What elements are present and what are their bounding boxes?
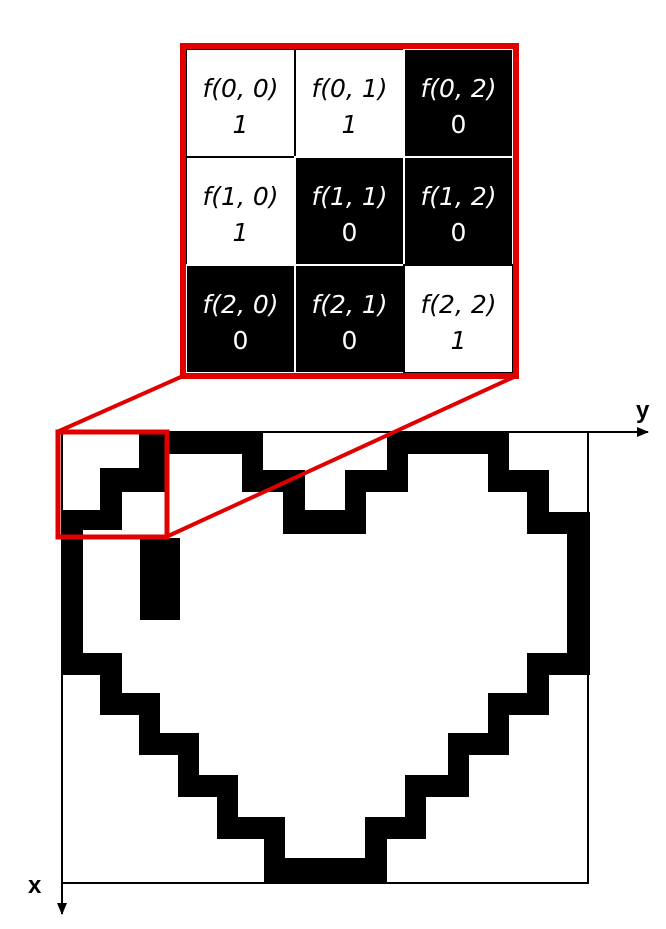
zoom-cell-label: f(0, 0) [202,74,278,103]
zoom-cell-label: f(1, 2) [420,182,496,211]
zoom-cell-value: 0 [451,110,467,139]
zoom-cell-2-0 [185,264,296,374]
zoom-cell-label: f(1, 0) [202,182,278,211]
heart-pixel-art [62,432,590,883]
zoom-cell-value: 0 [342,218,358,247]
zoom-cell-0-2 [403,48,514,158]
zoom-callout-line-left [56,374,184,434]
zoom-cell-1-2 [403,156,514,266]
zoom-cell-1-0 [185,156,296,266]
zoom-cell-2-1 [294,264,405,374]
zoom-cell-0-0 [185,48,296,158]
zoom-cell-label: f(0, 2) [420,74,496,103]
zoom-cell-value: 1 [342,110,358,139]
highlight-region [55,429,170,540]
y-axis-label: y [636,397,650,424]
zoom-cell-0-1 [294,48,405,158]
zoom-grid: f(0, 0) 1 f(0, 1) 1 f(0, 2) 0 f(1, 0) 1 f(1, 1) 0… [185,48,514,374]
zoom-cell-2-2 [403,264,514,374]
zoom-box-border [180,43,519,379]
zoom-cell-label: f(2, 0) [202,290,278,319]
zoom-cell-value: 1 [451,326,467,355]
zoom-cell-label: f(0, 1) [311,74,387,103]
zoom-cell-value: 1 [233,218,249,247]
zoom-cell-value: 0 [451,218,467,247]
zoom-cell-value: 1 [233,110,249,139]
image-frame [61,431,589,884]
zoom-cell-value: 0 [342,326,358,355]
x-axis-label: x [28,872,42,899]
zoom-cell-value: 0 [233,326,249,355]
zoom-cell-label: f(1, 1) [311,182,387,211]
zoom-cell-1-1 [294,156,405,266]
zoom-cell-label: f(2, 1) [311,290,387,319]
zoom-cell-label: f(2, 2) [420,290,496,319]
zoom-callout-line-right [165,374,517,539]
